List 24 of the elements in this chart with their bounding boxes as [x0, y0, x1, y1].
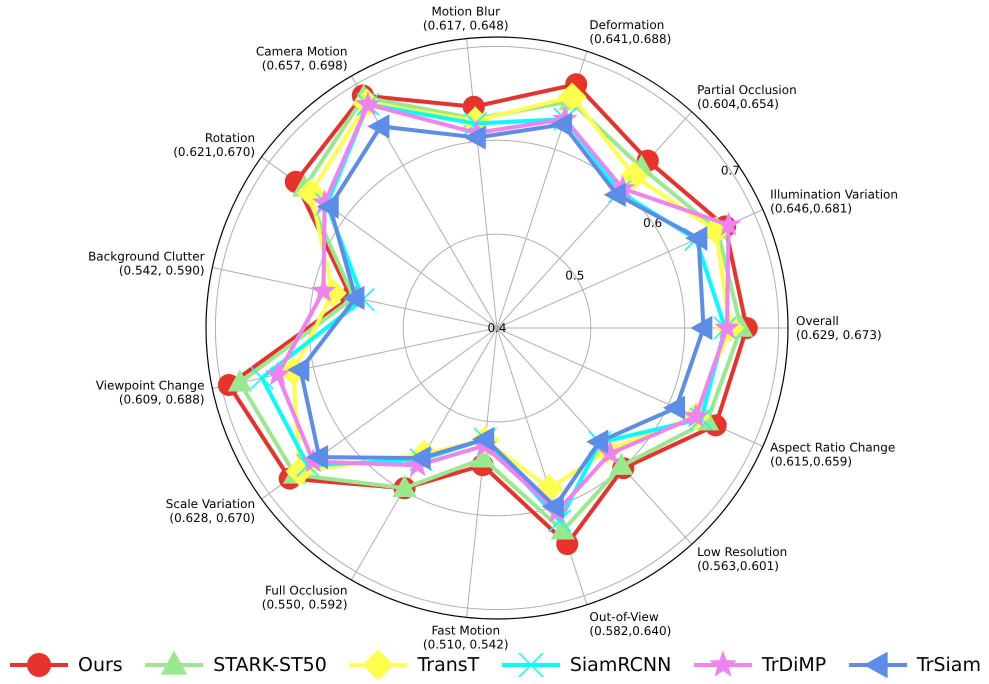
legend-label: STARK-ST50 — [213, 654, 327, 676]
spoke-label: Full Occlusion (0.550, 0.592) — [262, 583, 348, 612]
spoke-label: Partial Occlusion (0.604,0.654) — [697, 82, 797, 111]
legend-label: TransT — [417, 654, 480, 676]
spoke-label: Overall (0.629, 0.673) — [796, 314, 882, 342]
legend-label: Ours — [78, 654, 123, 676]
spoke-label: Scale Variation (0.628, 0.670) — [166, 496, 256, 525]
legend-label: TrSiam — [916, 654, 981, 676]
spoke-label: Viewpoint Change (0.609, 0.688) — [96, 378, 205, 407]
spoke-label: Deformation (0.641,0.688) — [589, 18, 672, 46]
legend-label: SiamRCNN — [570, 654, 672, 676]
spoke-label: Aspect Ratio Change (0.615,0.659) — [770, 440, 896, 468]
spoke-label: Motion Blur (0.617, 0.648) — [422, 4, 509, 33]
y-tick-label: 0.5 — [565, 268, 584, 283]
spoke-label: Camera Motion (0.657, 0.698) — [256, 44, 348, 73]
legend-label: TrDiMP — [762, 654, 826, 676]
y-tick-label: 0.4 — [487, 321, 507, 335]
y-tick-label: 0.7 — [720, 164, 740, 178]
spoke-label: Out-of-View (0.582,0.640) — [589, 610, 672, 638]
spoke-label: Low Resolution (0.563,0.601) — [697, 545, 788, 574]
spoke-label: Illumination Variation (0.646,0.681) — [770, 188, 898, 216]
spoke-label: Background Clutter (0.542, 0.590) — [88, 249, 205, 278]
spoke-label: Rotation (0.621,0.670) — [173, 131, 256, 160]
spoke-label: Fast Motion (0.510, 0.542) — [422, 623, 509, 652]
